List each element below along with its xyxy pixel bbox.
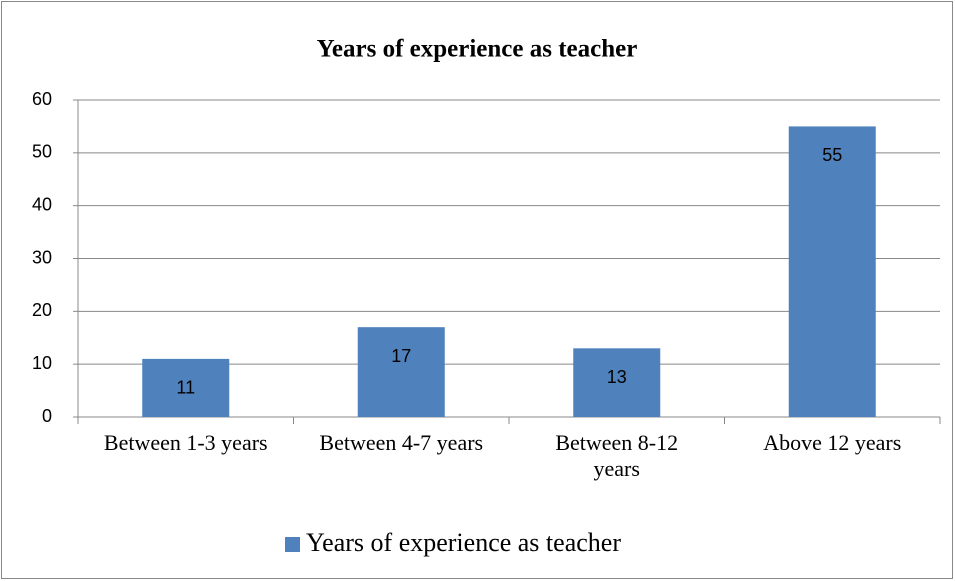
chart-title: Years of experience as teacher (317, 36, 638, 63)
bar (142, 358, 230, 417)
x-tick-label: Between 1-3 years (103, 430, 268, 455)
data-label: 55 (822, 145, 842, 165)
x-tick-label: Between 4-7 years (319, 430, 484, 455)
x-tick-label: Above 12 years (763, 430, 902, 455)
y-tick-label: 50 (32, 142, 52, 162)
y-tick-label: 20 (32, 300, 52, 320)
data-label: 17 (391, 346, 411, 366)
legend-label: Years of experience as teacher (306, 528, 621, 557)
data-label: 13 (607, 367, 627, 387)
y-tick-label: 10 (32, 353, 52, 373)
legend-swatch (285, 537, 300, 552)
bar (573, 348, 661, 417)
bar (788, 126, 876, 418)
y-tick-label: 0 (42, 406, 52, 426)
bar (357, 327, 445, 417)
x-tick-label: Between 8-12 years (555, 430, 679, 481)
y-tick-label: 30 (32, 247, 52, 267)
y-tick-label: 40 (32, 194, 52, 214)
y-tick-label: 60 (32, 89, 52, 109)
data-label: 11 (176, 378, 195, 398)
